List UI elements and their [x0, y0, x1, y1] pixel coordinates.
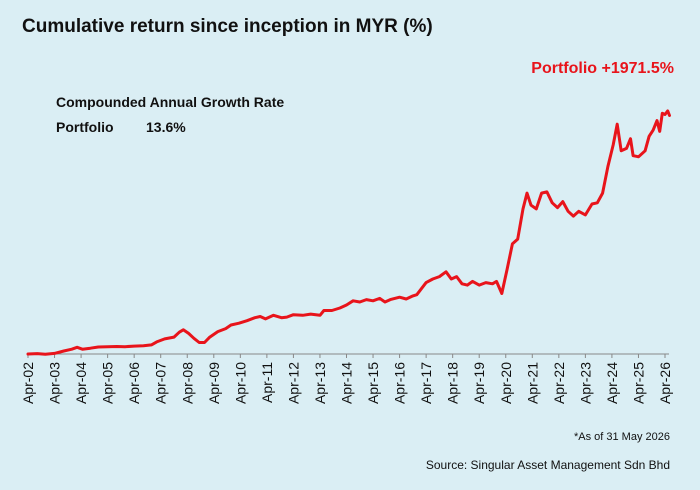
x-tick-label: Apr-25	[630, 362, 646, 404]
x-tick-label: Apr-22	[551, 362, 567, 404]
x-tick-label: Apr-18	[445, 362, 461, 404]
footnote: *As of 31 May 2026	[573, 431, 670, 443]
series-end-label: Portfolio +1971.5%	[531, 60, 674, 77]
chart-title: Cumulative return since inception in MYR…	[22, 16, 433, 37]
x-tick-label: Apr-26	[657, 362, 673, 404]
cagr-heading: Compounded Annual Growth Rate	[56, 94, 285, 110]
cagr-value: 13.6%	[146, 119, 186, 135]
x-tick-label: Apr-05	[100, 362, 116, 404]
x-tick-label: Apr-09	[206, 362, 222, 404]
x-tick-label: Apr-13	[312, 362, 328, 404]
source-note: Source: Singular Asset Management Sdn Bh…	[425, 458, 670, 472]
x-tick-label: Apr-17	[418, 362, 434, 404]
x-tick-label: Apr-03	[47, 362, 63, 404]
x-tick-label: Apr-08	[179, 362, 195, 404]
series-line-portfolio	[26, 109, 671, 356]
x-tick-label: Apr-19	[471, 362, 487, 404]
x-axis-tick-labels: Apr-02 Apr-03 Apr-04 Apr-05 Apr-06 Apr-07 Apr-…	[20, 362, 673, 404]
x-tick-label: Apr-24	[604, 362, 620, 404]
x-tick-label: Apr-15	[365, 362, 381, 404]
x-tick-label: Apr-14	[339, 362, 355, 404]
cagr-label: Portfolio	[56, 119, 114, 135]
x-tick-label: Apr-20	[498, 362, 514, 404]
x-tick-label: Apr-23	[577, 362, 593, 404]
x-tick-label: Apr-10	[232, 362, 248, 404]
x-tick-label: Apr-21	[524, 362, 540, 404]
x-tick-label: Apr-04	[73, 362, 89, 404]
x-tick-label: Apr-16	[392, 362, 408, 404]
x-tick-label: Apr-07	[153, 362, 169, 404]
x-tick-label: Apr-11	[259, 362, 275, 403]
x-tick-label: Apr-02	[20, 362, 36, 404]
x-axis-ticks	[27, 354, 666, 358]
x-tick-label: Apr-12	[285, 362, 301, 404]
x-tick-label: Apr-06	[126, 362, 142, 404]
